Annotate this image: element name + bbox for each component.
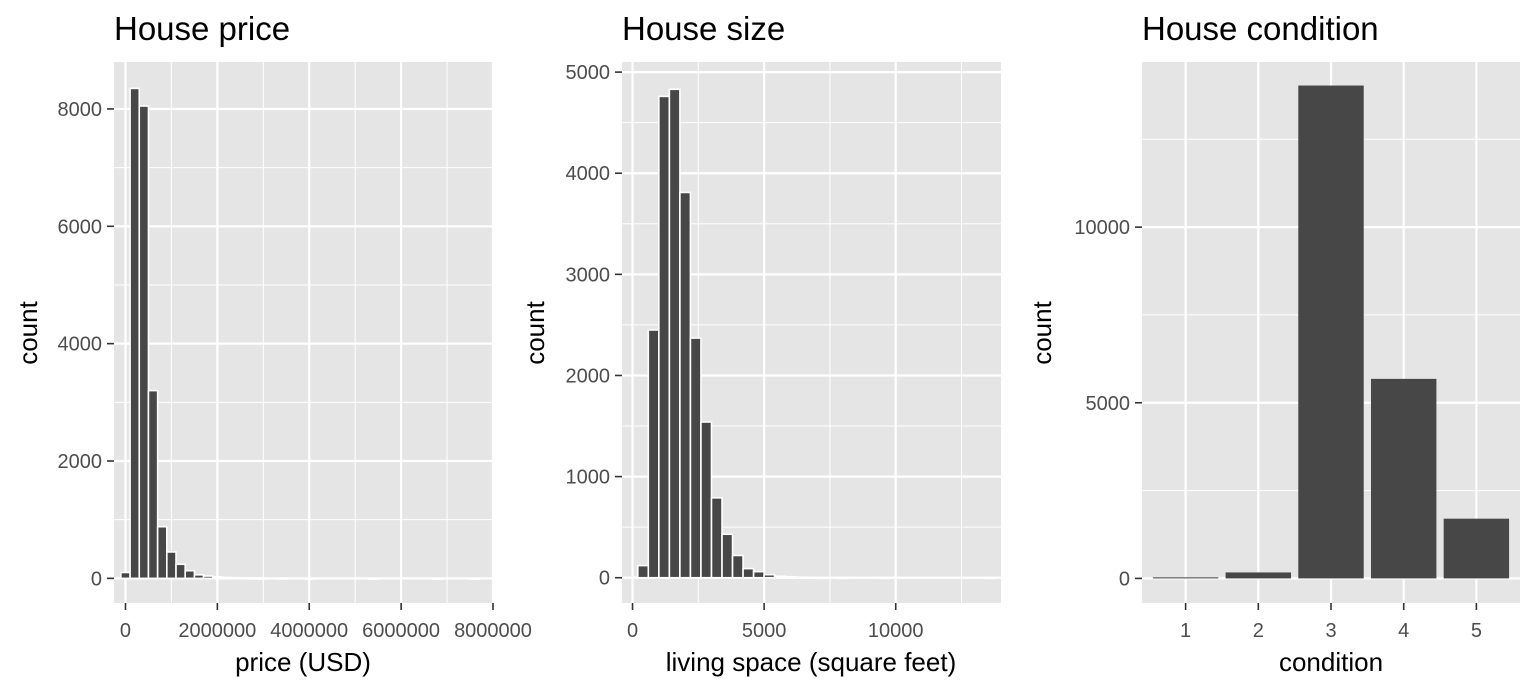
plot-background	[114, 62, 493, 603]
histogram-bar	[257, 577, 269, 580]
y-axis-label: count	[1027, 300, 1057, 364]
x-tick-label: 4	[1398, 620, 1409, 642]
histogram-bar	[248, 577, 260, 580]
y-tick-label: 3000	[566, 264, 611, 286]
histogram-bar	[636, 564, 650, 579]
y-tick-label: 6000	[58, 216, 103, 238]
histogram-bar	[731, 554, 744, 579]
histogram-bar	[193, 574, 205, 580]
y-tick-label: 4000	[58, 334, 103, 356]
histogram-bar	[837, 576, 850, 580]
histogram-bar	[147, 389, 159, 580]
y-tick-label: 0	[1119, 568, 1130, 590]
panel-house-price: House price 0 2000 4000 6000 8000 0 2000000 40…	[13, 10, 532, 677]
x-tick-label: 2000000	[178, 620, 256, 642]
y-tick-label: 2000	[566, 365, 611, 387]
histogram-bar	[763, 573, 776, 579]
y-axis-label: count	[520, 300, 550, 364]
bar-condition-3	[1298, 85, 1364, 579]
y-tick-label: 5000	[1086, 393, 1131, 415]
histogram-bar	[432, 577, 444, 580]
histogram-bar	[794, 576, 808, 579]
grid-lines	[114, 62, 495, 603]
x-tick-label: 3	[1325, 620, 1336, 642]
histogram-bar	[984, 576, 997, 580]
histogram-bar	[166, 551, 177, 580]
histogram-bar	[805, 576, 818, 580]
x-axis-label: condition	[1279, 647, 1383, 677]
bar-condition-4	[1370, 378, 1437, 579]
histogram-bar	[668, 88, 681, 579]
panel-title: House size	[622, 10, 785, 47]
histogram-bar	[175, 563, 187, 580]
histogram-bar	[239, 577, 251, 580]
histogram-bar	[156, 525, 168, 580]
x-tick-label: 0	[627, 620, 638, 642]
histogram-bar	[658, 95, 671, 579]
x-tick-label: 8000000	[454, 620, 532, 642]
histogram-bar	[211, 576, 223, 580]
histogram-bar	[752, 570, 765, 579]
histogram-bar	[230, 576, 242, 580]
histogram-bar	[784, 575, 797, 579]
histogram-bar	[138, 105, 150, 580]
histogram-bar	[742, 567, 755, 579]
histogram-bar	[647, 329, 660, 579]
histogram-bar	[303, 577, 315, 580]
histogram-bar	[120, 571, 131, 580]
x-tick-label: 6000000	[362, 620, 440, 642]
histogram-bar	[129, 87, 141, 580]
panel-house-size: House size 0 1000 2000 3000 4000 5000 0 5000 10…	[520, 10, 1001, 677]
x-axis-label: price (USD)	[235, 647, 371, 677]
histogram-bar	[879, 576, 892, 580]
y-tick-label: 0	[91, 568, 102, 590]
histogram-bar	[815, 576, 829, 580]
x-tick-label: 0	[120, 620, 131, 642]
histogram-bar	[689, 337, 702, 579]
x-tick-label: 1	[1180, 620, 1191, 642]
y-tick-label: 5000	[566, 62, 611, 84]
bar-condition-5	[1443, 518, 1510, 579]
histogram-bar	[368, 577, 379, 580]
y-tick-label: 0	[599, 568, 610, 590]
x-tick-label: 2	[1253, 620, 1264, 642]
y-axis: 0 2000 4000 6000 8000	[58, 99, 114, 590]
y-tick-label: 10000	[1074, 217, 1130, 239]
x-tick-label: 4000000	[270, 620, 348, 642]
bars	[120, 87, 481, 580]
y-tick-label: 4000	[566, 163, 611, 185]
x-axis-label: living space (square feet)	[666, 647, 956, 677]
x-axis: 0 2000000 4000000 6000000 8000000	[120, 603, 532, 642]
y-axis: 0 5000 10000	[1074, 217, 1142, 590]
y-tick-label: 1000	[566, 467, 611, 489]
x-tick-label: 10000	[868, 620, 924, 642]
histogram-bar	[700, 421, 713, 579]
bar-condition-1	[1152, 577, 1219, 579]
x-axis: 0 5000 10000	[627, 603, 924, 642]
y-tick-label: 8000	[58, 99, 103, 121]
x-tick-label: 5000	[742, 620, 787, 642]
histogram-bar	[679, 191, 692, 579]
panel-title: House condition	[1142, 10, 1379, 47]
histogram-bar	[710, 497, 723, 579]
x-axis: 1 2 3 4 5	[1180, 603, 1482, 642]
y-tick-label: 2000	[58, 451, 103, 473]
bar-condition-2	[1225, 572, 1292, 579]
bars	[1152, 85, 1510, 579]
x-tick-label: 5	[1471, 620, 1482, 642]
histogram-bar	[469, 577, 481, 580]
histogram-bar	[221, 576, 232, 580]
histogram-bar	[773, 575, 786, 579]
y-axis-label: count	[13, 300, 43, 364]
y-axis: 0 1000 2000 3000 4000 5000	[566, 62, 622, 590]
histogram-bar	[184, 569, 196, 580]
panel-title: House price	[114, 10, 290, 47]
histogram-bar	[721, 533, 734, 579]
bars	[636, 88, 997, 580]
histogram-bar	[202, 575, 214, 580]
panel-house-condition: House condition 0 5000 10000 1 2 3 4 5 conditi…	[1027, 10, 1520, 677]
histogram-bar	[276, 577, 288, 580]
